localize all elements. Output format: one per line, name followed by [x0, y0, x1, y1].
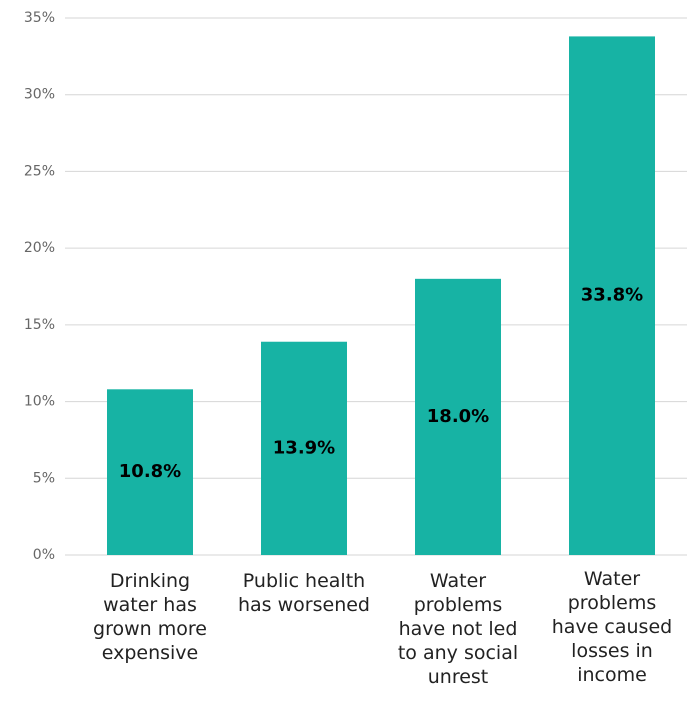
- y-tick-label: 20%: [24, 240, 55, 256]
- y-tick-label: 0%: [33, 547, 55, 563]
- y-tick-label: 5%: [33, 470, 55, 486]
- bar: [569, 36, 655, 555]
- y-tick-label: 15%: [24, 317, 55, 333]
- x-tick-label: Public health has worsened: [238, 570, 370, 616]
- data-label: 10.8%: [119, 461, 181, 482]
- y-tick-label: 10%: [24, 394, 55, 410]
- bar: [107, 389, 193, 555]
- y-tick-label: 35%: [24, 10, 55, 26]
- bar: [261, 341, 347, 555]
- x-tick-label: Drinking water has grown more expensive: [93, 570, 207, 664]
- x-tick-label: Water problems have caused losses in inc…: [551, 568, 673, 686]
- data-label: 13.9%: [273, 437, 335, 458]
- data-label: 33.8%: [581, 285, 643, 306]
- y-tick-label: 25%: [24, 163, 55, 179]
- y-tick-label: 30%: [24, 87, 55, 103]
- x-tick-label: Water problems have not led to any socia…: [397, 570, 519, 688]
- data-label: 18.0%: [427, 406, 489, 427]
- bar: [415, 278, 501, 555]
